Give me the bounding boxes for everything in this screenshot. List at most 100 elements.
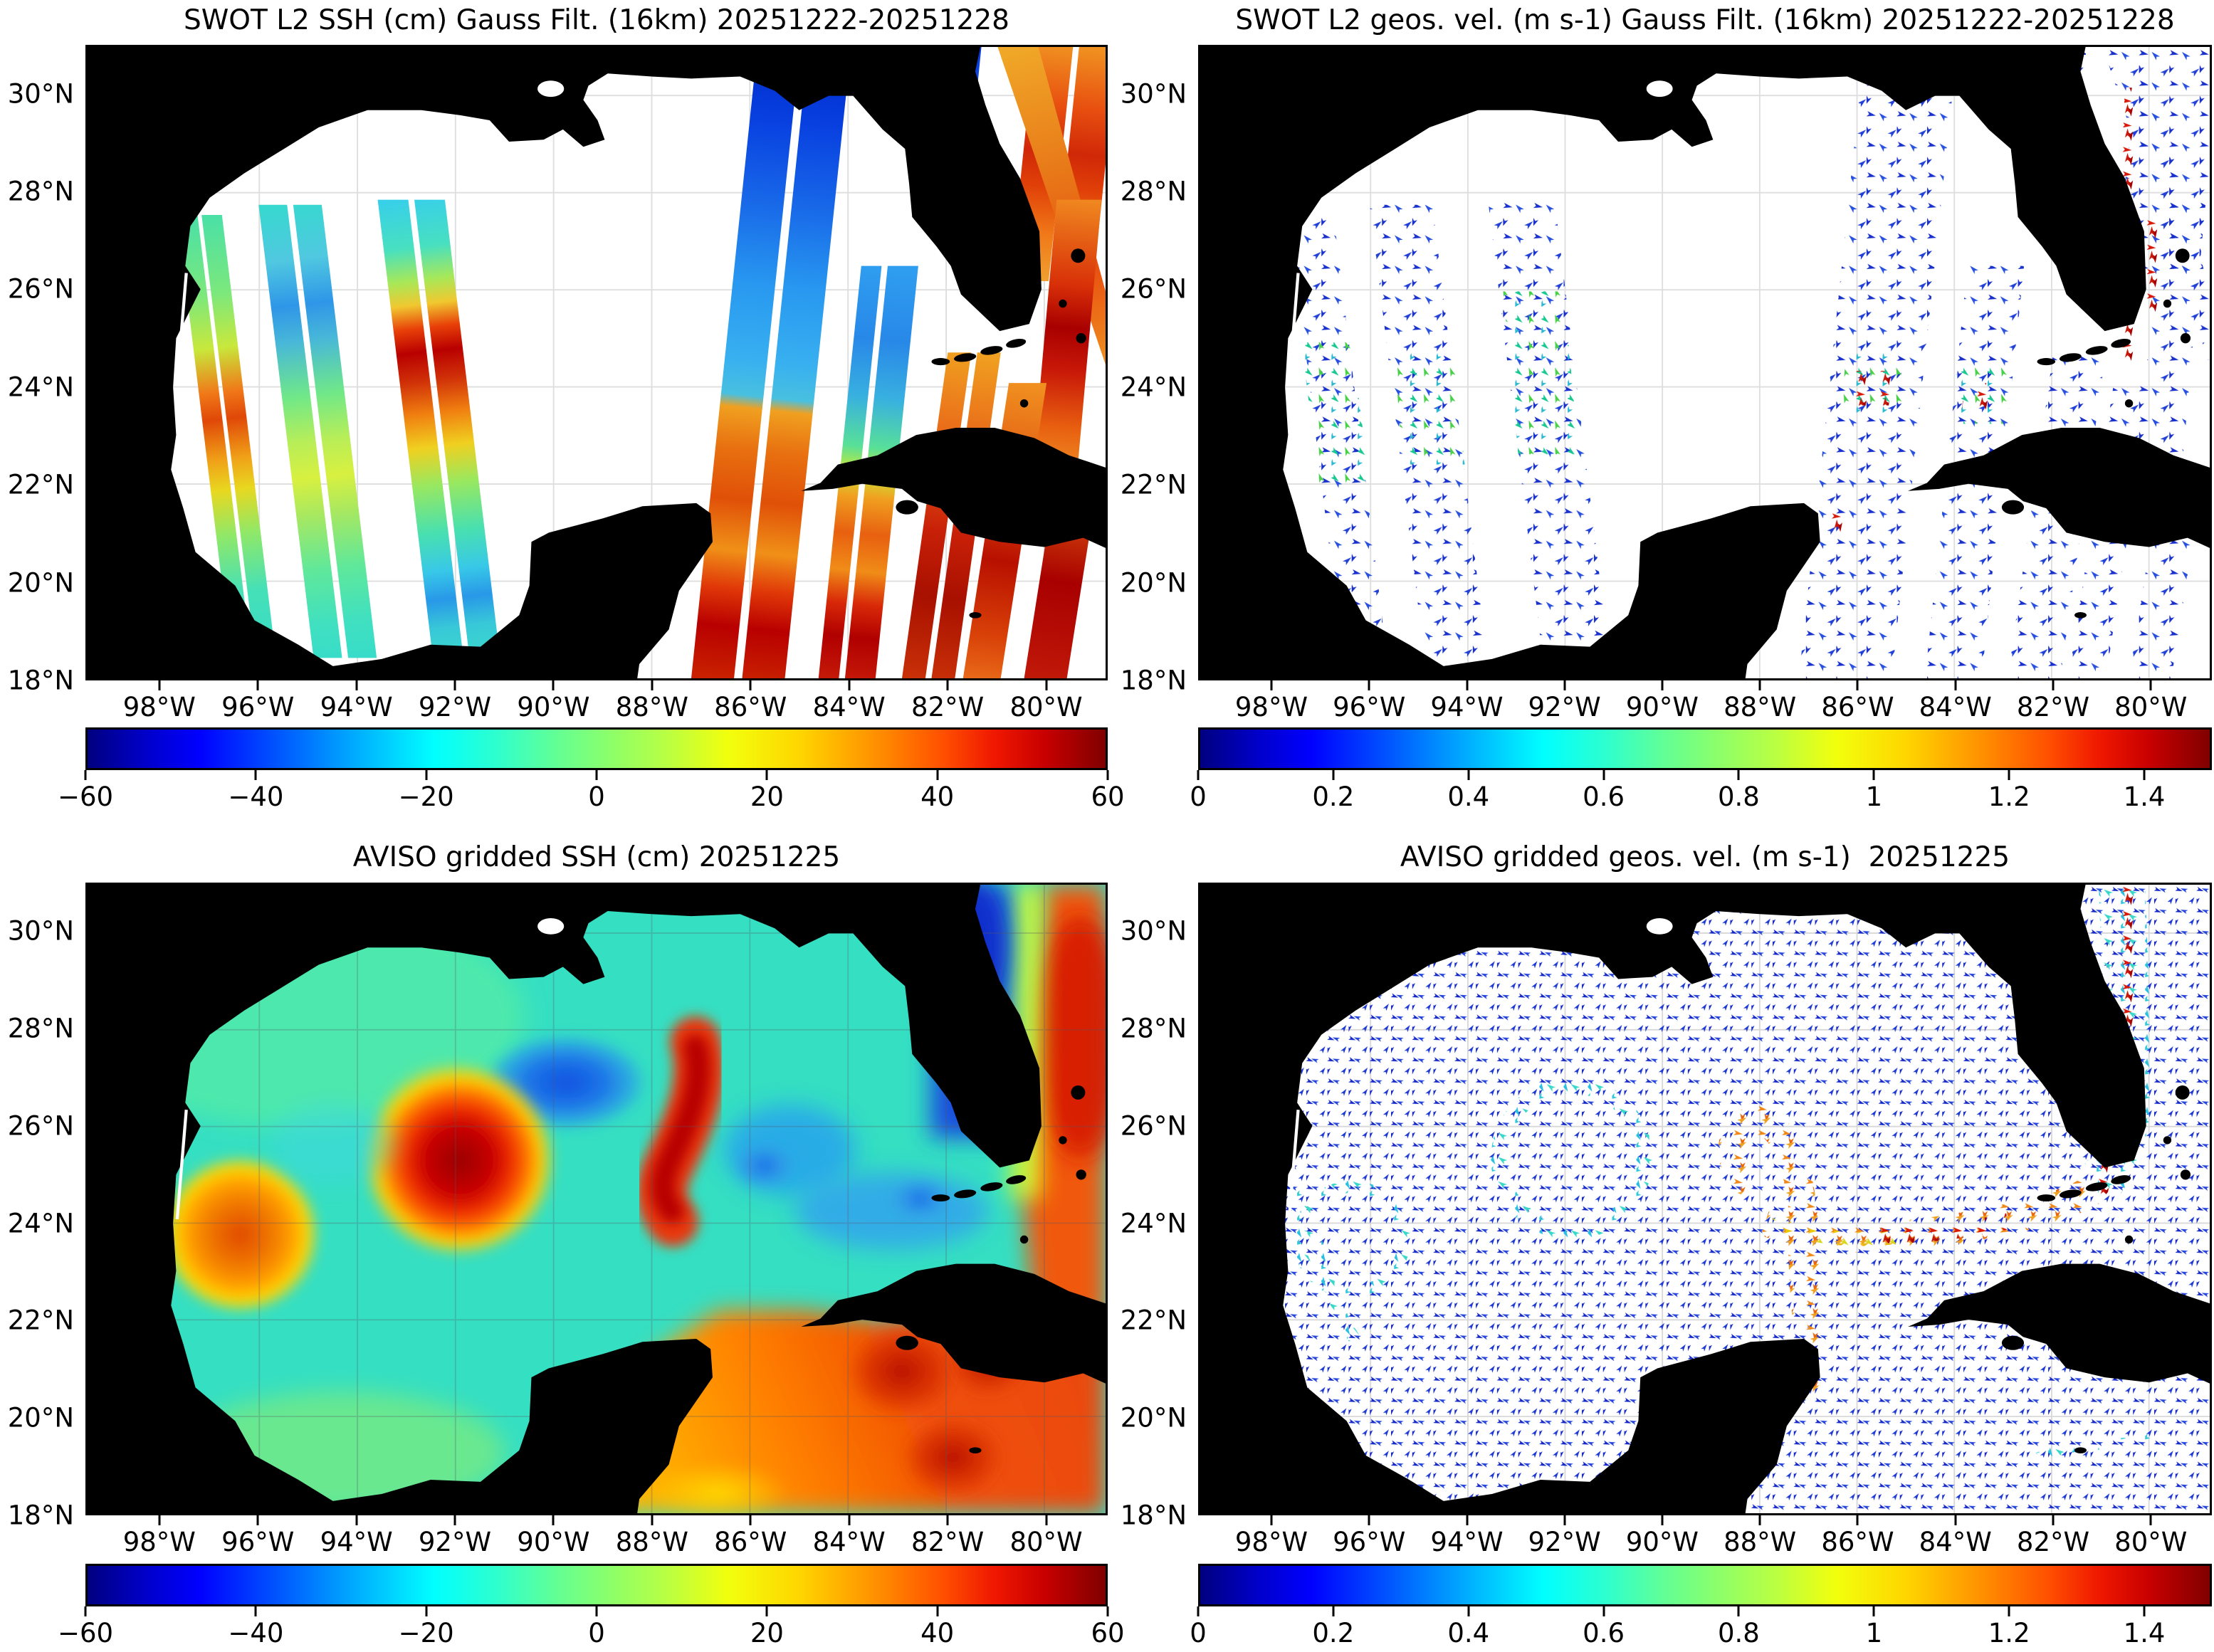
tick-label: 84°W bbox=[812, 692, 886, 722]
tick-label: 0.8 bbox=[1717, 1618, 1760, 1648]
tick-label: −40 bbox=[228, 1618, 284, 1648]
straits-jet-core bbox=[1866, 1213, 2010, 1243]
tick-label: 28°N bbox=[7, 1013, 74, 1044]
tick-mark bbox=[1602, 770, 1605, 780]
colorbar-vel bbox=[1198, 727, 2212, 770]
colorbar-vel bbox=[1198, 1564, 2212, 1606]
tick-label: 1.4 bbox=[2123, 782, 2166, 812]
tick-label: 18°N bbox=[1120, 665, 1187, 696]
tick-label: 30°N bbox=[1120, 78, 1187, 110]
map-plot-swot-vel bbox=[1198, 45, 2212, 680]
tick-label: 1 bbox=[1865, 1618, 1883, 1648]
tick-label: −60 bbox=[57, 782, 114, 812]
map-plot-aviso-ssh bbox=[85, 883, 1108, 1515]
tick-label: 86°W bbox=[714, 692, 787, 722]
tick-label: −60 bbox=[57, 1618, 114, 1648]
y-axis-ticks: 30°N 28°N 26°N 24°N 22°N 20°N 18°N bbox=[1113, 883, 1192, 1531]
tick-mark bbox=[595, 770, 598, 780]
tick-label: 30°N bbox=[1120, 915, 1187, 947]
tick-mark bbox=[1197, 1606, 1200, 1616]
tick-label: 96°W bbox=[1333, 692, 1406, 722]
tick-label: 0.2 bbox=[1312, 782, 1355, 812]
loop-current-hook bbox=[1718, 1106, 1818, 1226]
tick-mark bbox=[453, 1515, 456, 1525]
tick-label: 0.4 bbox=[1447, 1618, 1490, 1648]
tick-label: 82°W bbox=[2016, 1527, 2090, 1557]
tick-label: 94°W bbox=[1430, 692, 1504, 722]
panel-title: AVISO gridded geos. vel. (m s-1) 2025122… bbox=[1400, 841, 2010, 873]
tick-label: −40 bbox=[228, 782, 284, 812]
tick-label: 20 bbox=[750, 782, 784, 812]
tick-mark bbox=[1872, 770, 1875, 780]
tick-label: 86°W bbox=[1821, 1527, 1894, 1557]
tick-mark bbox=[1106, 770, 1109, 780]
tick-label: 88°W bbox=[1724, 1527, 1797, 1557]
tick-mark bbox=[749, 1515, 752, 1525]
colorbar-ssh bbox=[85, 727, 1108, 770]
tick-label: 0.2 bbox=[1312, 1618, 1355, 1648]
tick-label: 92°W bbox=[1528, 692, 1601, 722]
tick-mark bbox=[1758, 680, 1761, 690]
tick-mark bbox=[1661, 680, 1664, 690]
tick-mark bbox=[946, 1515, 949, 1525]
tick-label: 80°W bbox=[2114, 692, 2188, 722]
tick-label: 98°W bbox=[1234, 1527, 1308, 1557]
tick-label: 90°W bbox=[517, 1527, 590, 1557]
tick-mark bbox=[765, 770, 768, 780]
tick-mark bbox=[1758, 1515, 1761, 1525]
tick-label: 82°W bbox=[911, 1527, 985, 1557]
tick-label: 22°N bbox=[7, 1305, 74, 1336]
tick-mark bbox=[158, 1515, 161, 1525]
panel-title: SWOT L2 geos. vel. (m s-1) Gauss Filt. (… bbox=[1235, 4, 2175, 36]
moderate-speed-patch bbox=[1301, 342, 1370, 485]
tick-mark bbox=[2008, 1606, 2010, 1616]
tick-mark bbox=[1045, 680, 1048, 690]
caribbean-streak bbox=[2036, 1429, 2166, 1463]
tick-mark bbox=[1368, 680, 1370, 690]
tick-mark bbox=[1466, 680, 1468, 690]
tick-mark bbox=[1661, 1515, 1664, 1525]
map-plot-aviso-vel bbox=[1198, 883, 2212, 1515]
tick-mark bbox=[1045, 1515, 1048, 1525]
tick-mark bbox=[946, 680, 949, 690]
y-axis-ticks: 30°N 28°N 26°N 24°N 22°N 20°N 18°N bbox=[0, 45, 80, 695]
tick-mark bbox=[1872, 1606, 1875, 1616]
tick-label: 24°N bbox=[7, 1208, 74, 1239]
tick-mark bbox=[2149, 680, 2152, 690]
tick-mark bbox=[1563, 680, 1566, 690]
tick-mark bbox=[1106, 1606, 1109, 1616]
tick-label: 90°W bbox=[1625, 1527, 1699, 1557]
tick-label: 24°N bbox=[1120, 372, 1187, 403]
tick-mark bbox=[651, 1515, 654, 1525]
map-plot-swot-ssh bbox=[85, 45, 1108, 680]
tick-mark bbox=[2052, 680, 2055, 690]
tick-label: 28°N bbox=[1120, 176, 1187, 207]
tick-mark bbox=[1467, 1606, 1470, 1616]
tick-label: 80°W bbox=[2114, 1527, 2188, 1557]
map-swot-vel bbox=[1200, 47, 2210, 678]
tick-label: 96°W bbox=[1333, 1527, 1406, 1557]
loop-current-crossing-west bbox=[1846, 370, 1893, 406]
tick-label: 82°W bbox=[2016, 692, 2090, 722]
moderate-speed-patch bbox=[1503, 291, 1579, 455]
tick-label: 1.2 bbox=[1988, 782, 2030, 812]
tick-mark bbox=[256, 680, 259, 690]
tick-label: 84°W bbox=[812, 1527, 886, 1557]
tick-mark bbox=[2143, 1606, 2146, 1616]
tick-mark bbox=[1467, 770, 1470, 780]
western-coastal-band bbox=[1295, 1187, 1365, 1350]
tick-label: 60 bbox=[1091, 1618, 1125, 1648]
tick-mark bbox=[552, 680, 555, 690]
tick-label: 80°W bbox=[1009, 692, 1083, 722]
tick-label: 28°N bbox=[7, 176, 74, 207]
tick-label: 94°W bbox=[320, 1527, 393, 1557]
tick-label: 84°W bbox=[1919, 692, 1992, 722]
tick-label: 88°W bbox=[1724, 692, 1797, 722]
tick-mark bbox=[1737, 1606, 1740, 1616]
tick-mark bbox=[848, 680, 851, 690]
tick-mark bbox=[1737, 770, 1740, 780]
tick-label: 18°N bbox=[7, 1500, 74, 1531]
tick-mark bbox=[1602, 1606, 1605, 1616]
tick-label: 92°W bbox=[418, 692, 492, 722]
